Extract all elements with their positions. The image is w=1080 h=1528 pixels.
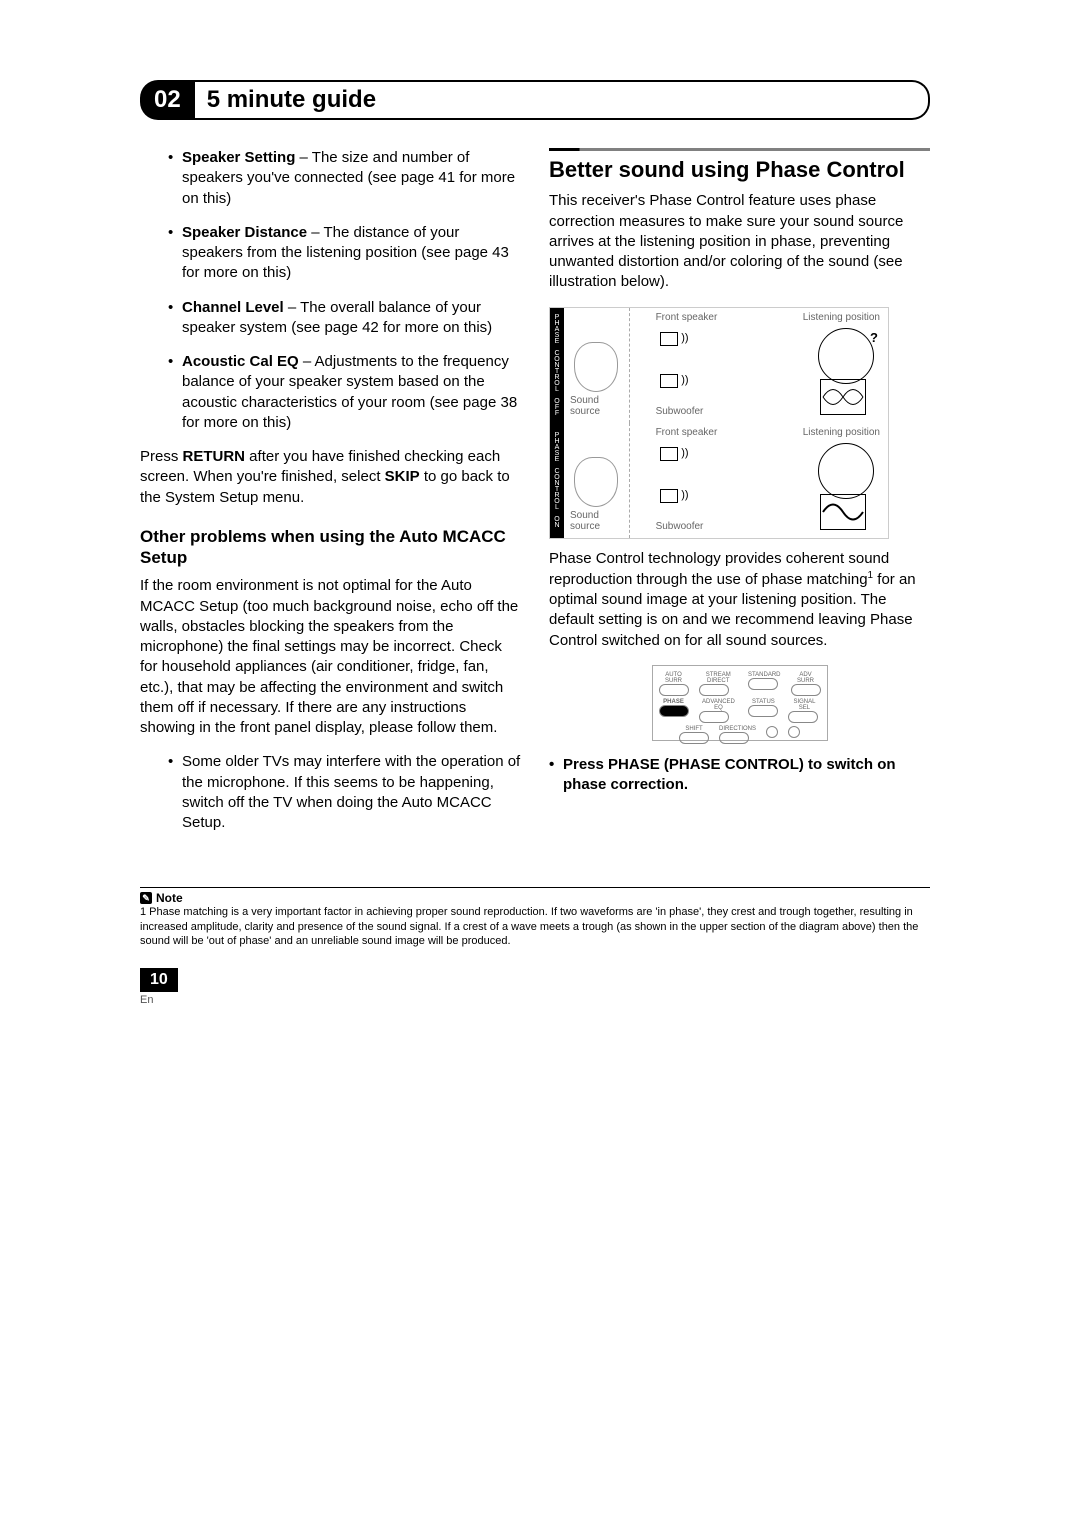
- bullet-speaker-distance: • Speaker Distance – The distance of you…: [168, 223, 521, 284]
- btn-label: ADVANCED EQ: [699, 699, 739, 711]
- bullet-channel-level: • Channel Level – The overall balance of…: [168, 298, 521, 339]
- subwoofer-label: Subwoofer: [656, 521, 704, 532]
- return-key: RETURN: [183, 448, 246, 465]
- sound-source-cell: Sound source: [564, 423, 630, 538]
- language-code: En: [140, 994, 930, 1006]
- bullet-speaker-setting: • Speaker Setting – The size and number …: [168, 148, 521, 209]
- ear-icon: [818, 328, 874, 384]
- page-footer: 10 En: [140, 948, 930, 1006]
- guitar-icon: [574, 457, 618, 507]
- listening-cell: Listening position ?: [749, 308, 888, 423]
- right-column: Better sound using Phase Control This re…: [549, 148, 930, 847]
- phase-btn-label: PHASE: [659, 699, 689, 705]
- front-speaker-label: Front speaker: [656, 427, 718, 438]
- speaker-icon: [660, 374, 678, 388]
- skip-key: SKIP: [385, 468, 420, 485]
- sound-source-cell: Sound source: [564, 308, 630, 423]
- diagram-row-on: PHASE CONTROL ON Sound source Front spea…: [550, 423, 888, 538]
- phase-tech-paragraph: Phase Control technology provides cohere…: [549, 549, 930, 651]
- phase-control-heading: Better sound using Phase Control: [549, 157, 930, 183]
- speaker-icon: [660, 489, 678, 503]
- phase-button-icon: [659, 705, 689, 717]
- btn-label: AUTO SURR: [659, 672, 689, 684]
- remote-button-icon: [766, 726, 778, 738]
- remote-button-icon: [791, 684, 821, 696]
- text: Phase Control technology provides cohere…: [549, 550, 889, 588]
- remote-diagram: AUTO SURR STREAM DIRECT STANDARD ADV SUR…: [652, 665, 828, 741]
- other-problems-heading: Other problems when using the Auto MCACC…: [140, 526, 521, 569]
- listening-cell: Listening position: [749, 423, 888, 538]
- btn-label: STATUS: [748, 699, 778, 705]
- remote-button-icon: [788, 711, 818, 723]
- remote-button-icon: [748, 705, 778, 717]
- remote-button-icon: [788, 726, 800, 738]
- remote-button-icon: [719, 732, 749, 744]
- left-column: • Speaker Setting – The size and number …: [140, 148, 521, 847]
- bullet-press-phase: • Press PHASE (PHASE CONTROL) to switch …: [549, 755, 930, 796]
- speakers-cell: Front speaker Subwoofer: [630, 423, 749, 538]
- text: Press: [140, 448, 183, 465]
- wave-in-phase-icon: [820, 494, 866, 530]
- chapter-number-badge: 02: [140, 80, 195, 120]
- btn-label: DIRECTIONS: [719, 726, 756, 732]
- remote-button-icon: [679, 732, 709, 744]
- phase-diagram: PHASE CONTROL OFF Sound source Front spe…: [549, 307, 889, 539]
- bullet-tv-interference: • Some older TVs may interfere with the …: [168, 752, 521, 833]
- speaker-icon: [660, 447, 678, 461]
- chapter-title: 5 minute guide: [207, 86, 376, 113]
- chapter-header: 02 5 minute guide: [140, 80, 930, 120]
- remote-button-icon: [699, 684, 729, 696]
- footnote-body: 1 Phase matching is a very important fac…: [140, 905, 930, 948]
- press-phase-text: Press PHASE (PHASE CONTROL) to switch on…: [563, 755, 930, 796]
- listening-label: Listening position: [803, 312, 880, 323]
- ear-icon: [818, 443, 874, 499]
- phase-off-label: PHASE CONTROL OFF: [550, 308, 564, 423]
- btn-label: STREAM DIRECT: [699, 672, 738, 684]
- speaker-icon: [660, 332, 678, 346]
- question-mark: ?: [870, 330, 878, 345]
- bullet-dot-icon: •: [168, 148, 182, 209]
- remote-button-icon: [699, 711, 729, 723]
- term: Channel Level: [182, 299, 284, 316]
- term: Acoustic Cal EQ: [182, 353, 299, 370]
- other-problems-paragraph: If the room environment is not optimal f…: [140, 576, 521, 738]
- note-icon: ✎: [140, 892, 152, 904]
- remote-button-icon: [659, 684, 689, 696]
- section-rule: [549, 148, 930, 151]
- wave-svg: [821, 380, 865, 414]
- btn-label: SHIFT: [679, 726, 709, 732]
- front-speaker-label: Front speaker: [656, 312, 718, 323]
- term: Speaker Distance: [182, 224, 307, 241]
- btn-label: SIGNAL SEL: [788, 699, 820, 711]
- bullet-acoustic-cal: • Acoustic Cal EQ – Adjustments to the f…: [168, 352, 521, 433]
- chapter-title-container: 5 minute guide: [195, 80, 930, 120]
- desc: Some older TVs may interfere with the op…: [182, 752, 521, 833]
- listening-label: Listening position: [803, 427, 880, 438]
- note-label: Note: [156, 891, 183, 905]
- phase-control-intro: This receiver's Phase Control feature us…: [549, 191, 930, 292]
- remote-button-icon: [748, 678, 778, 690]
- term: Speaker Setting: [182, 149, 295, 166]
- bullet-dot-icon: •: [549, 755, 563, 796]
- note-header: ✎ Note: [140, 891, 930, 905]
- source-label: Sound source: [570, 395, 629, 417]
- btn-label: STANDARD: [748, 672, 781, 678]
- bullet-dot-icon: •: [168, 298, 182, 339]
- source-label: Sound source: [570, 510, 629, 532]
- subwoofer-label: Subwoofer: [656, 406, 704, 417]
- speakers-cell: Front speaker Subwoofer: [630, 308, 749, 423]
- bullet-dot-icon: •: [168, 223, 182, 284]
- phase-on-label: PHASE CONTROL ON: [550, 423, 564, 538]
- bullet-dot-icon: •: [168, 352, 182, 433]
- bullet-dot-icon: •: [168, 752, 182, 833]
- footnote-section: ✎ Note 1 Phase matching is a very import…: [140, 887, 930, 948]
- btn-label: ADV SURR: [791, 672, 821, 684]
- diagram-row-off: PHASE CONTROL OFF Sound source Front spe…: [550, 308, 888, 423]
- wave-out-phase-icon: [820, 379, 866, 415]
- guitar-icon: [574, 342, 618, 392]
- return-paragraph: Press RETURN after you have finished che…: [140, 447, 521, 508]
- page-number: 10: [140, 968, 178, 992]
- wave-svg: [821, 495, 865, 529]
